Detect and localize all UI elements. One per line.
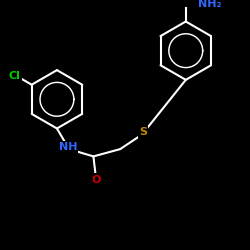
Text: NH₂: NH₂ xyxy=(198,0,221,10)
Text: NH: NH xyxy=(59,142,77,152)
Text: S: S xyxy=(139,127,147,137)
Text: Cl: Cl xyxy=(8,71,20,81)
Text: O: O xyxy=(91,174,101,184)
